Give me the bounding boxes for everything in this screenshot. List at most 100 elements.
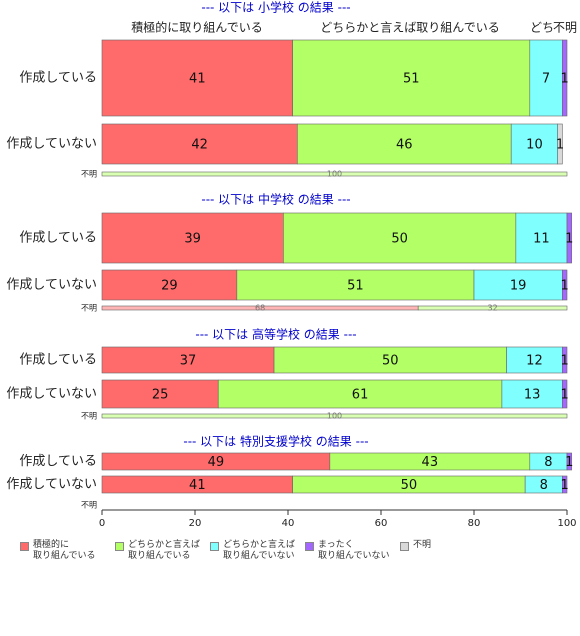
x-tick-label: 80 <box>468 518 481 529</box>
bar-segment <box>473 269 563 301</box>
bar-segment <box>566 212 572 264</box>
legend-swatch <box>210 542 219 551</box>
value-label: 46 <box>396 138 413 153</box>
row-label: 不明 <box>81 304 97 313</box>
row-label: 作成している <box>19 231 97 246</box>
bar-segment <box>529 39 563 117</box>
x-tick-label: 0 <box>99 518 105 529</box>
value-label: 13 <box>524 388 541 403</box>
value-label: 7 <box>542 72 550 87</box>
bar-segment <box>101 269 238 301</box>
legend-label: どちらかと言えば 取り組んでいない <box>223 540 296 561</box>
bar-segment <box>562 269 568 301</box>
bar-segment <box>417 305 568 311</box>
value-label: 19 <box>510 279 527 294</box>
legend-item: 不明 <box>400 540 431 551</box>
row-label: 不明 <box>81 501 97 510</box>
bar-segment <box>562 379 568 409</box>
value-label: 39 <box>184 232 201 247</box>
bar-segment <box>510 123 559 165</box>
x-tick-label: 40 <box>282 518 295 529</box>
bar-segment <box>292 39 531 117</box>
legend-swatch <box>115 542 124 551</box>
row-label: 作成していない <box>6 278 97 293</box>
x-tick-label: 100 <box>557 518 576 529</box>
column-header: 積極的に取り組んでいる <box>131 20 262 35</box>
row-label: 作成している <box>19 454 97 469</box>
value-label: 8 <box>540 478 548 493</box>
legend-swatch <box>20 542 29 551</box>
row-label: 作成している <box>19 71 97 86</box>
x-tick-label: 20 <box>189 518 202 529</box>
bar-segment <box>557 123 563 165</box>
bar-segment <box>217 379 503 409</box>
panel-title: --- 以下は 特別支援学校 の結果 --- <box>183 434 368 449</box>
value-label: 51 <box>403 72 420 87</box>
bar-segment <box>515 212 568 264</box>
row-label: 作成していない <box>6 477 97 492</box>
value-label: 29 <box>161 279 178 294</box>
column-header: どち <box>530 21 554 35</box>
value-label: 50 <box>401 478 418 493</box>
value-label: 1 <box>561 388 569 403</box>
value-label: 50 <box>391 232 408 247</box>
legend-item: どちらかと言えば 取り組んでいる <box>115 540 200 562</box>
value-label: 1 <box>561 72 569 87</box>
value-label: 1 <box>561 478 569 493</box>
value-label: 12 <box>526 354 543 369</box>
legend-swatch <box>305 542 314 551</box>
bar-segment <box>236 269 475 301</box>
value-label: 50 <box>382 354 399 369</box>
bar-segment <box>101 346 275 374</box>
bar-segment <box>296 123 512 165</box>
bar-segment <box>101 123 298 165</box>
legend-label: 積極的に 取り組んでいる <box>33 540 96 561</box>
value-label: 61 <box>352 388 369 403</box>
bar-segment <box>101 39 293 117</box>
row-label: 不明 <box>81 412 97 421</box>
legend-label: まったく 取り組んでいない <box>318 540 390 561</box>
panel-title: --- 以下は 高等学校 の結果 --- <box>195 327 356 342</box>
legend-item: 積極的に 取り組んでいる <box>20 540 96 562</box>
row-label: 作成していない <box>6 137 97 152</box>
bar-segment <box>562 475 568 494</box>
column-header: どちらかと言えば取り組んでいる <box>320 21 499 35</box>
x-tick-label: 60 <box>375 518 388 529</box>
value-label: 41 <box>189 478 206 493</box>
panel-title: --- 以下は 中学校 の結果 --- <box>201 192 350 207</box>
value-label: 43 <box>422 455 439 470</box>
bar-segment <box>562 346 568 374</box>
column-header: 不明 <box>553 21 577 35</box>
legend-item: どちらかと言えば 取り組んでいない <box>210 540 295 562</box>
bar-segment <box>101 171 568 177</box>
value-label: 49 <box>208 455 225 470</box>
bar-segment <box>273 346 507 374</box>
value-label: 8 <box>544 455 552 470</box>
bar-segment <box>101 413 568 419</box>
bar-segment <box>562 39 568 117</box>
panel-title: --- 以下は 小学校 の結果 --- <box>201 0 350 15</box>
row-label: 不明 <box>81 170 97 179</box>
value-label: 11 <box>533 232 550 247</box>
row-label: 作成していない <box>6 387 97 402</box>
value-label: 1 <box>565 232 573 247</box>
value-label: 32 <box>488 304 498 313</box>
value-label: 100 <box>327 170 342 179</box>
bar-segment <box>566 452 572 471</box>
legend-item: まったく 取り組んでいない <box>305 540 390 562</box>
value-label: 37 <box>180 354 197 369</box>
bar-segment <box>501 379 563 409</box>
value-label: 1 <box>561 279 569 294</box>
row-label: 作成している <box>19 353 97 368</box>
value-label: 100 <box>327 412 342 421</box>
bar-segment <box>101 379 219 409</box>
legend-label: どちらかと言えば 取り組んでいる <box>128 540 201 561</box>
legend-swatch <box>400 542 409 551</box>
value-label: 10 <box>526 138 543 153</box>
value-label: 51 <box>347 279 364 294</box>
value-label: 1 <box>565 455 573 470</box>
value-label: 68 <box>255 304 265 313</box>
legend-label: 不明 <box>413 540 432 550</box>
